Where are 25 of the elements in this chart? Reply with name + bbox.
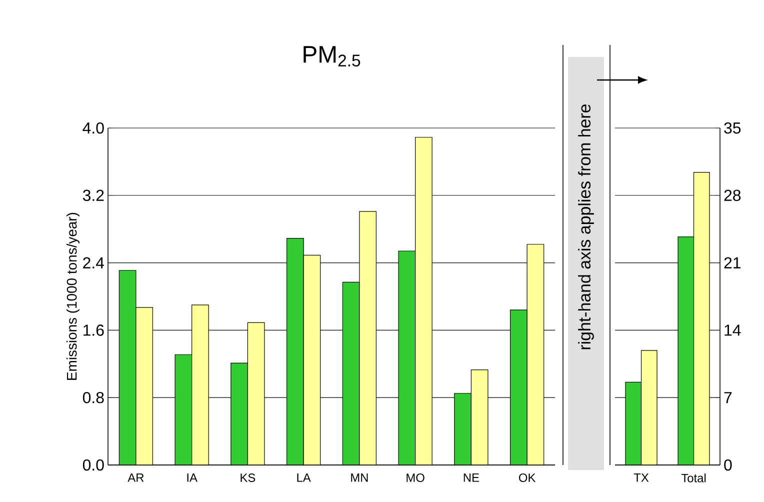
x-tick-label: OK: [518, 474, 536, 482]
x-tick-label: MO: [406, 474, 424, 482]
x-tick-label: TX: [634, 474, 649, 482]
x-tick-label: AR: [128, 474, 144, 482]
y2-tick-label: 35: [724, 122, 741, 134]
chart-title: PM$_{2.5}$: [304, 46, 360, 66]
y-tick-label: 3.2: [82, 190, 104, 202]
y2-tick-label: 14: [724, 324, 741, 336]
y-tick-label: 4.0: [82, 122, 104, 134]
y-tick-label: 0.8: [82, 392, 104, 404]
y-tick-label: 1.6: [84, 324, 104, 336]
x-tick-label: KS: [240, 474, 256, 482]
y2-tick-label: 7: [724, 392, 732, 404]
y2-tick-label: 21: [724, 257, 740, 268]
y2-tick-label: 0: [724, 459, 732, 471]
x-tick-label: Total: [681, 474, 706, 482]
x-tick-label: MN: [351, 474, 368, 482]
x-tick-label: LA: [297, 474, 311, 482]
y-axis-title: Emissions (1000 tons/year): [66, 212, 80, 380]
x-tick-label: NE: [464, 474, 479, 482]
y-tick-label: 2.4: [83, 257, 104, 268]
text: right-hand axis applies from here: [578, 104, 594, 350]
y-tick-label: 0.0: [82, 459, 104, 471]
x-tick-label: IA: [187, 474, 198, 482]
y2-tick-label: 28: [724, 190, 741, 202]
